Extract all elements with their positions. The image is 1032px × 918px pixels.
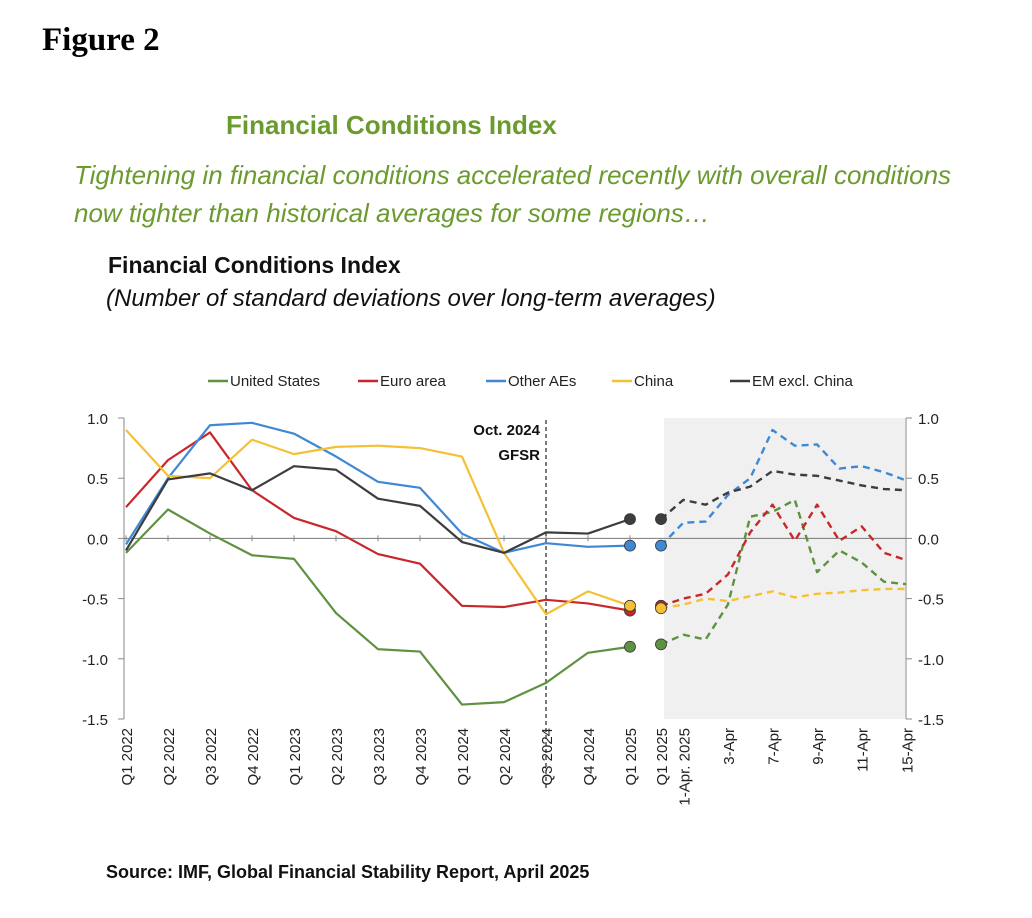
- legend-label: EM excl. China: [752, 373, 854, 390]
- y-tick-label-left: 0.0: [87, 531, 108, 548]
- x-tick-label-quarterly: Q3 2024: [539, 728, 556, 786]
- x-tick-label-quarterly: Q2 2024: [497, 728, 514, 786]
- x-tick-label-daily: 9-Apr: [810, 728, 827, 765]
- series-startpoint-daily: [655, 539, 667, 552]
- y-tick-label-right: 1.0: [918, 411, 939, 428]
- y-tick-label-left: 1.0: [87, 411, 108, 428]
- x-tick-label-daily: 15-Apr: [899, 728, 916, 773]
- x-tick-label-quarterly: Q3 2022: [203, 728, 220, 786]
- chart-subtitle: (Number of standard deviations over long…: [106, 285, 716, 312]
- series-line-daily-euro-area: [660, 503, 907, 607]
- series-line-quarterly-other-aes: [125, 421, 631, 554]
- series-line-daily-china: [660, 587, 907, 610]
- series-line-quarterly-united-states: [125, 508, 631, 706]
- x-tick-label-quarterly: Q1 2022: [119, 728, 136, 786]
- x-tick-label-quarterly: Q1 2024: [455, 728, 472, 786]
- y-tick-label-right: -0.5: [918, 592, 944, 609]
- series-endpoint-quarterly: [624, 599, 636, 612]
- figure-label: Figure 2: [42, 22, 160, 58]
- series-startpoint-daily: [655, 602, 667, 615]
- x-tick-label-quarterly: Q1 2023: [287, 728, 304, 786]
- y-tick-label-left: 0.5: [87, 471, 108, 488]
- y-tick-label-right: -1.0: [918, 652, 944, 669]
- subheadline: Tightening in financial conditions accel…: [74, 160, 952, 228]
- series-line-quarterly-em-excl-china: [125, 465, 631, 554]
- annotation-label-line2: GFSR: [498, 447, 540, 464]
- chart-title: Financial Conditions Index: [108, 252, 401, 278]
- series-endpoint-quarterly: [624, 513, 636, 526]
- annotation-label-line1: Oct. 2024: [473, 422, 540, 439]
- x-tick-label-daily: 11-Apr: [855, 728, 872, 772]
- legend-label: China: [634, 373, 674, 390]
- x-tick-label-quarterly: Q3 2023: [371, 728, 388, 786]
- x-tick-label-quarterly: Q4 2024: [581, 728, 598, 786]
- series-startpoint-daily: [655, 513, 667, 526]
- series-startpoint-daily: [655, 638, 667, 651]
- x-tick-label-daily: 7-Apr: [766, 728, 783, 765]
- x-tick-label-quarterly: Q2 2022: [161, 728, 178, 786]
- y-tick-label-left: -1.5: [82, 712, 108, 729]
- x-tick-label-daily: 3-Apr: [721, 728, 738, 765]
- y-tick-label-right: 0.0: [918, 531, 939, 548]
- x-tick-label-quarterly: Q4 2023: [413, 728, 430, 786]
- y-tick-label-left: -0.5: [82, 592, 108, 609]
- x-tick-label-daily: 1-Apr. 2025: [676, 728, 693, 806]
- legend-label: Euro area: [380, 373, 447, 390]
- daily-panel-background: [664, 418, 905, 719]
- series-line-quarterly-euro-area: [125, 431, 631, 612]
- series-line-daily-united-states: [660, 498, 907, 646]
- headline: Financial Conditions Index: [226, 110, 557, 140]
- y-tick-label-left: -1.0: [82, 652, 108, 669]
- series-endpoint-quarterly: [624, 539, 636, 552]
- x-tick-label-quarterly: Q2 2023: [329, 728, 346, 786]
- y-tick-label-right: 0.5: [918, 471, 939, 488]
- x-tick-label-quarterly: Q4 2022: [245, 728, 262, 786]
- y-tick-label-right: -1.5: [918, 712, 944, 729]
- series-line-daily-em-excl-china: [660, 469, 907, 521]
- series-line-daily-other-aes: [660, 428, 907, 547]
- x-tick-label-quarterly: Q1 2025: [623, 728, 640, 786]
- series-line-quarterly-china: [125, 429, 631, 616]
- series-endpoint-quarterly: [624, 640, 636, 653]
- legend-label: Other AEs: [508, 373, 576, 390]
- x-tick-label-daily: Q1 2025: [654, 728, 671, 786]
- source-note: Source: IMF, Global Financial Stability …: [106, 862, 590, 882]
- legend-label: United States: [230, 373, 320, 390]
